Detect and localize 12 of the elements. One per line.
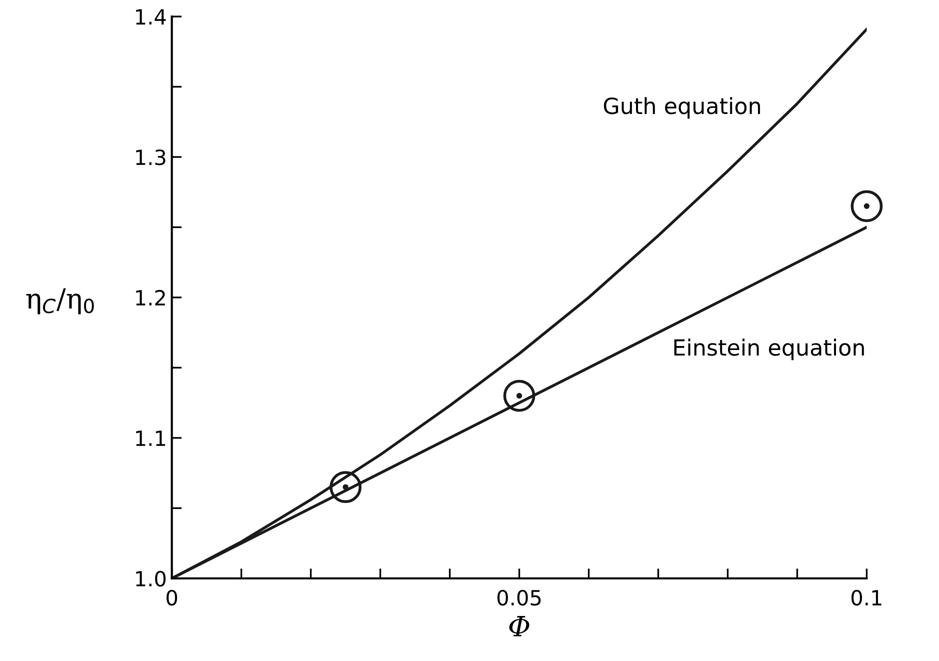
y-tick-label: 1.2 (136, 290, 165, 306)
annotation: Guth equation (604, 97, 760, 119)
x-tick-label: 0.1 (852, 590, 882, 606)
annotation: Einstein equation (674, 338, 864, 360)
y-tick-label: 1.4 (136, 9, 166, 24)
x-axis-title: Φ (509, 616, 530, 636)
x-tick-label: 0 (166, 590, 178, 606)
y-tick-label: 1.1 (136, 430, 166, 446)
x-tick-label: 0.05 (497, 590, 541, 606)
y-tick-label: 1.0 (136, 570, 166, 587)
y-axis-title: η$_{C}$/η$_{0}$ (26, 288, 94, 314)
y-tick-label: 1.3 (136, 149, 166, 166)
